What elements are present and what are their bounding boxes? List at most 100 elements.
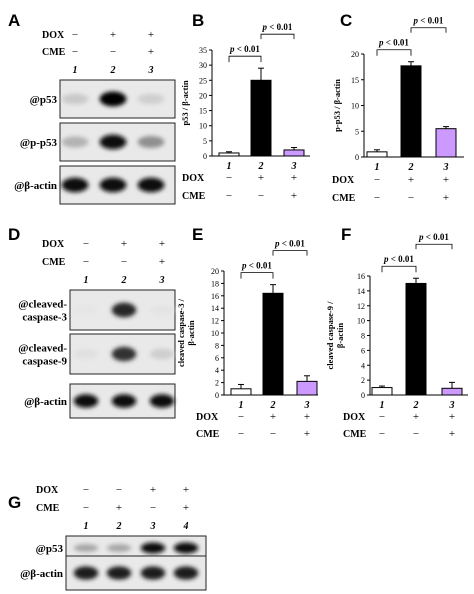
significance-bracket <box>415 243 453 250</box>
bar-1 <box>230 388 252 396</box>
dox-label: DOX <box>332 175 355 186</box>
category-label: 2 <box>270 400 276 411</box>
category-label: 2 <box>413 400 419 411</box>
lane-number: 4 <box>183 521 189 532</box>
cme-label: CME <box>332 193 356 204</box>
dox-sign: + <box>270 411 276 423</box>
blot-band <box>149 304 175 316</box>
y-tick-label: 14 <box>357 287 365 296</box>
category-label: 1 <box>239 400 244 411</box>
bar-1 <box>366 151 388 158</box>
blot-band <box>73 394 99 408</box>
blot-label: caspase-3 <box>22 312 67 324</box>
y-axis-label: cleaved caspase-9 / <box>325 301 335 370</box>
cme-sign: − <box>258 190 264 202</box>
y-tick-label: 2 <box>361 376 365 385</box>
blot-band <box>149 348 175 360</box>
dox-sign: − <box>379 411 385 423</box>
bar-3 <box>296 380 318 396</box>
category-label: 1 <box>375 162 380 173</box>
panel-letter-d: D <box>8 225 20 244</box>
blot-label: @β-actin <box>24 396 67 408</box>
blot-band <box>106 566 132 580</box>
blot-label: @β-actin <box>14 180 57 192</box>
y-axis-label: p-p53 / β-actin <box>332 79 342 132</box>
bar-2 <box>262 292 284 396</box>
dox-label: DOX <box>42 239 65 250</box>
dox-sign: + <box>449 411 455 423</box>
dox-label: DOX <box>343 412 366 423</box>
blot-band <box>137 93 165 105</box>
dox-label: DOX <box>42 30 65 41</box>
blot-band <box>173 566 199 580</box>
y-tick-label: 12 <box>357 302 365 311</box>
dox-label: DOX <box>36 485 59 496</box>
cme-sign: − <box>72 46 78 58</box>
y-tick-label: 0 <box>361 391 365 400</box>
y-axis-label: β-actin <box>186 320 196 346</box>
lane-number: 3 <box>159 275 165 286</box>
dox-sign: + <box>304 411 310 423</box>
y-tick-label: 20 <box>199 91 207 100</box>
cme-sign: + <box>183 502 189 514</box>
dox-sign: + <box>408 174 414 186</box>
p-value-label: p < 0.01 <box>262 22 293 32</box>
y-tick-label: 20 <box>351 50 359 59</box>
cme-sign: − <box>379 428 385 440</box>
blot-band <box>111 302 137 318</box>
y-tick-label: 10 <box>351 102 359 111</box>
cme-label: CME <box>343 429 367 440</box>
y-tick-label: 4 <box>361 361 365 370</box>
y-tick-label: 8 <box>215 341 219 350</box>
bar-3 <box>435 128 457 158</box>
y-tick-label: 0 <box>215 391 219 400</box>
dox-sign: + <box>148 29 154 41</box>
y-tick-label: 14 <box>211 304 219 313</box>
blot-band <box>99 134 127 150</box>
cme-label: CME <box>42 257 66 268</box>
blot-band <box>111 394 137 408</box>
lane-number: 2 <box>110 65 116 76</box>
blot-label: @p-p53 <box>20 137 58 149</box>
y-tick-label: 5 <box>203 137 207 146</box>
blot-panel-d: DDOXCME−−1+−2++3@cleaved-caspase-3@cleav… <box>8 225 176 419</box>
blot-label: @cleaved- <box>18 343 67 355</box>
significance-bracket <box>381 265 417 273</box>
y-axis-label: β-actin <box>335 323 345 349</box>
significance-bracket <box>228 55 262 63</box>
significance-bracket <box>410 27 447 33</box>
dox-sign: + <box>291 172 297 184</box>
blot-label: @p53 <box>36 543 64 555</box>
dox-label: DOX <box>196 412 219 423</box>
y-tick-label: 10 <box>357 317 365 326</box>
bar-2 <box>405 282 427 396</box>
y-tick-label: 16 <box>357 272 365 281</box>
blot-band <box>137 136 165 148</box>
y-tick-label: 6 <box>215 354 219 363</box>
y-tick-label: 15 <box>351 76 359 85</box>
y-tick-label: 35 <box>199 46 207 55</box>
y-tick-label: 30 <box>199 61 207 70</box>
category-label: 3 <box>304 400 310 411</box>
blot-label: @cleaved- <box>18 299 67 311</box>
blot-panel-g: G DOX CME − − 1 − +2 + − 3 + +4 @p53 @β-actin <box>8 484 207 591</box>
dox-sign: − <box>83 238 89 250</box>
category-label: 3 <box>291 161 297 172</box>
dox-sign: + <box>150 484 156 496</box>
cme-sign: + <box>443 192 449 204</box>
cme-sign: − <box>270 428 276 440</box>
cme-sign: + <box>449 428 455 440</box>
p-value-label: p < 0.01 <box>413 16 444 26</box>
significance-bracket <box>272 250 308 256</box>
cme-sign: − <box>413 428 419 440</box>
dox-sign: − <box>72 29 78 41</box>
dox-sign: − <box>238 411 244 423</box>
blot-band <box>73 348 99 360</box>
cme-sign: − <box>226 190 232 202</box>
y-tick-label: 16 <box>211 292 219 301</box>
dox-sign: + <box>159 238 165 250</box>
category-label: 3 <box>443 162 449 173</box>
significance-bracket <box>260 33 295 40</box>
